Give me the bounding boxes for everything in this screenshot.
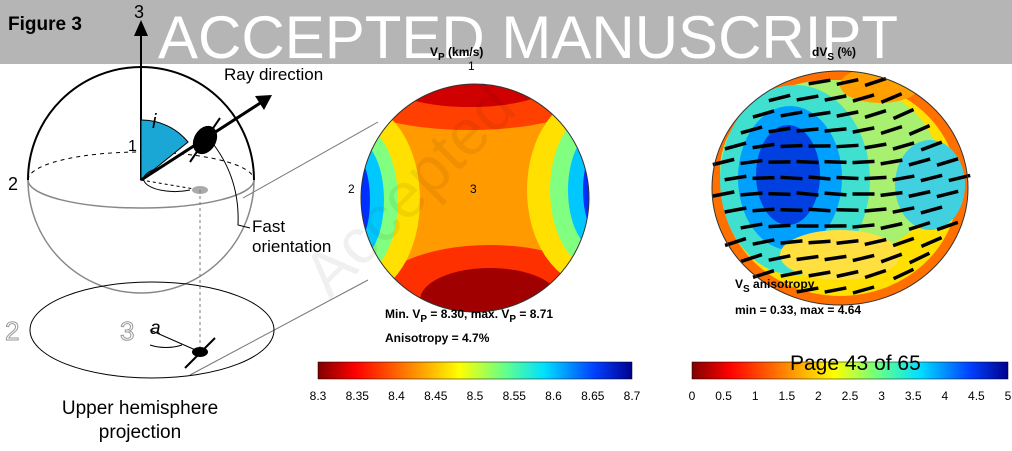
fast-axis-dash: [865, 177, 887, 178]
fast-axis-dash: [781, 177, 803, 178]
fast-axis-dash: [753, 209, 775, 210]
dvs-min-max: min = 0.33, max = 4.64: [735, 303, 861, 317]
colorbar-tick-label: 2: [815, 389, 822, 403]
colorbar-tick-label: 1.5: [778, 389, 795, 403]
fast-axis-dash: [837, 145, 859, 146]
colorbar-tick-label: 8.7: [624, 389, 641, 403]
fast-axis-dash: [781, 145, 803, 146]
text-part: (km/s): [445, 45, 484, 59]
axis-label: 3: [470, 182, 477, 196]
text-part: dV: [812, 45, 827, 59]
fast-axis-dash: [809, 177, 831, 179]
axis-label: 2: [5, 316, 19, 346]
text-part: Min. V: [385, 307, 420, 321]
colorbar-tick-label: 8.45: [424, 389, 448, 403]
colorbar-tick-label: 4: [941, 389, 948, 403]
colorbar-tick-label: 0: [689, 389, 696, 403]
dvs-contour: [710, 67, 970, 310]
fast-axis-dash: [781, 241, 803, 243]
axis-label: 3: [134, 2, 144, 22]
fast-axis-dash: [797, 193, 819, 195]
fast-axis-dash: [797, 129, 819, 131]
fast-axis-dash: [741, 193, 763, 195]
colorbar-tick-label: 0.5: [715, 389, 732, 403]
figure-label: Figure 3: [8, 14, 82, 35]
colorbar-tick-label: 8.35: [346, 389, 370, 403]
colorbar-tick-label: 8.5: [467, 389, 484, 403]
vp-anisotropy: Anisotropy = 4.7%: [385, 331, 490, 345]
text-part: = 8.71: [516, 307, 553, 321]
colorbar-tick-label: 4.5: [968, 389, 985, 403]
fast-axis-dash: [809, 241, 831, 242]
fast-axis-dash: [837, 241, 859, 243]
colorbar-tick-label: 8.3: [310, 389, 327, 403]
angle-label: i: [152, 111, 157, 133]
fast-label: Fast: [252, 217, 285, 236]
axis-label: 1: [128, 138, 137, 155]
fast-axis-dash: [753, 178, 775, 179]
fast-axis-dash: [853, 161, 875, 162]
fast-axis-dash: [825, 162, 847, 163]
axis-label: 1: [468, 59, 475, 73]
colorbar-tick-label: 8.6: [545, 389, 562, 403]
colorbar-tick-label: 8.55: [503, 389, 527, 403]
text-part: V: [735, 277, 743, 291]
colorbar-tick-label: 3.5: [905, 389, 922, 403]
colorbar-tick-label: 8.65: [581, 389, 605, 403]
fast-axis-dash: [825, 129, 847, 131]
fast-axis-dash: [809, 209, 831, 211]
text-part: (%): [834, 45, 856, 59]
projection-line: [243, 122, 378, 198]
page-footer: Page 43 of 65: [790, 352, 921, 375]
text-part: V: [430, 45, 438, 59]
axis-label: 3: [120, 316, 134, 346]
caption: Upper hemisphere: [62, 398, 218, 419]
fast-axis-dash: [769, 194, 791, 195]
text-part: anisotropy: [750, 277, 815, 291]
fast-axis-dash: [853, 225, 875, 227]
axis-label: 2: [8, 174, 18, 194]
fast-axis-dash: [769, 225, 791, 226]
fast-axis-dash: [825, 193, 847, 195]
colorbar-tick-label: 5: [1005, 389, 1012, 403]
vp-min-max: Min. VP = 8.30, max. VP = 8.71: [385, 307, 553, 325]
fast-axis-dash: [865, 209, 887, 211]
fast-axis-dash: [797, 161, 819, 162]
fast-axis-dash: [781, 210, 803, 211]
colorbar-tick-label: 1: [752, 389, 759, 403]
fast-axis-dash: [837, 177, 859, 178]
colorbar-tick-label: 2.5: [842, 389, 859, 403]
colorbar-tick-label: 3: [878, 389, 885, 403]
ray-label: Ray direction: [224, 65, 323, 84]
vp-colorbar: [318, 362, 632, 379]
colorbar-tick-label: 8.4: [388, 389, 405, 403]
text-part: = 8.30, max. V: [427, 307, 509, 321]
angle-label: a: [150, 318, 161, 339]
watermark: ACCEPTED MANUSCRIPT: [158, 4, 898, 71]
caption: projection: [99, 422, 181, 443]
